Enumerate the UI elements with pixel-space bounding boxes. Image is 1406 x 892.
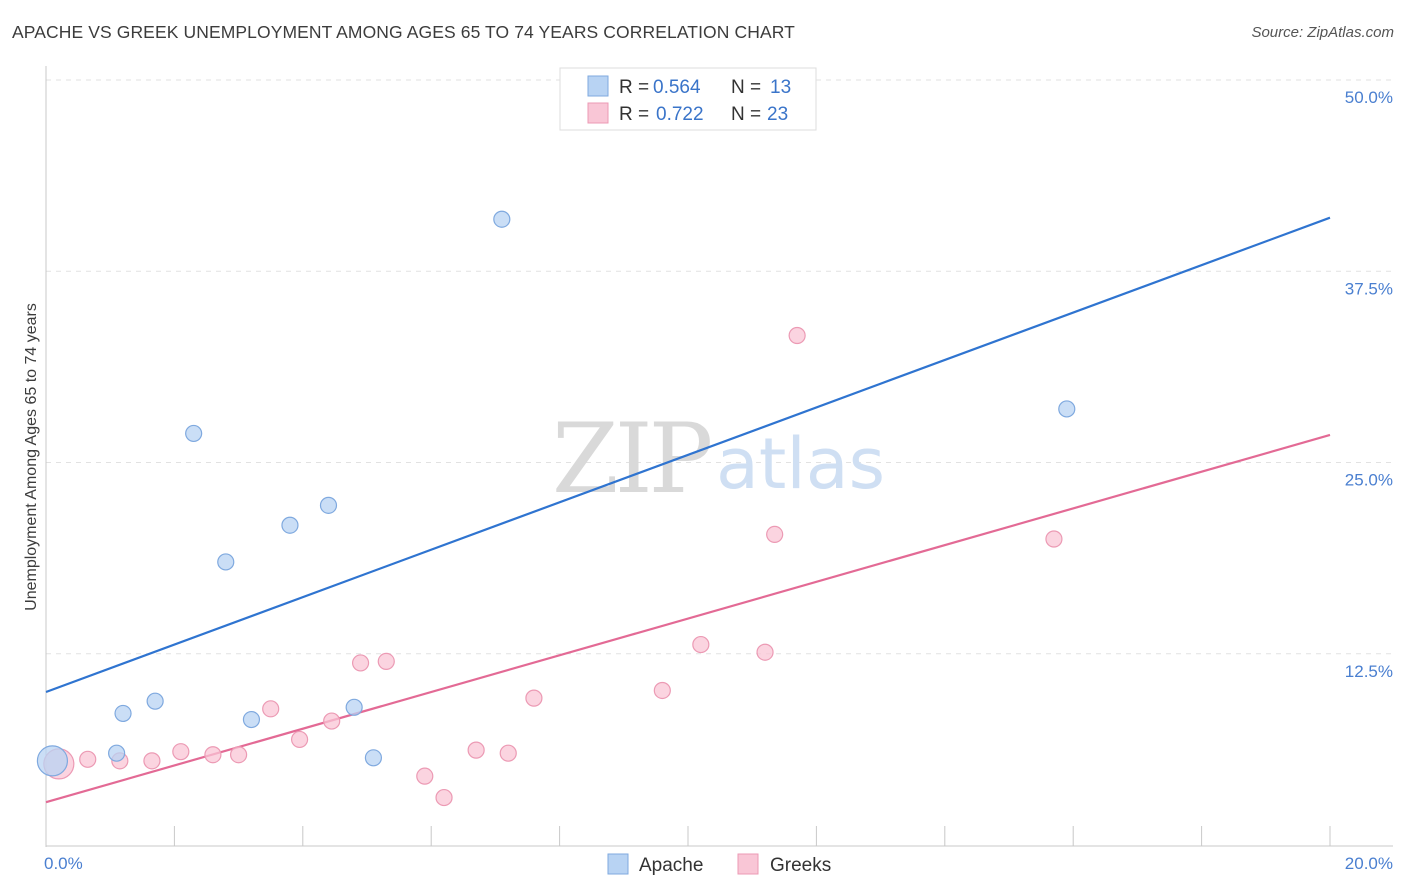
y-tick-label-2: 37.5% — [1345, 279, 1393, 298]
trend-lines — [45, 216, 1331, 804]
point-greeks-9 — [323, 712, 341, 730]
point-greeks-11 — [377, 652, 395, 671]
point-apache-1 — [108, 744, 126, 762]
point-greeks-5 — [204, 746, 222, 764]
y-axis-label: Unemployment Among Ages 65 to 74 years — [23, 303, 40, 611]
bottom-legend-greeks: Greeks — [770, 855, 831, 876]
point-greeks-16 — [525, 689, 543, 707]
bottom-legend-swatch-apache — [607, 853, 629, 875]
point-greeks-22 — [1045, 530, 1063, 548]
point-greeks-6 — [230, 746, 248, 764]
legend-r-label-apache: R = — [619, 77, 649, 98]
source-label: Source: ZipAtlas.com — [1251, 24, 1394, 41]
legend-n-label-apache: N = — [731, 77, 761, 98]
y-tick-label-0: 12.5% — [1345, 662, 1393, 681]
x-tick-labels: 0.0% 20.0% — [44, 854, 1393, 873]
point-greeks-8 — [290, 730, 309, 749]
y-tick-label-3: 50.0% — [1345, 88, 1393, 107]
trend-line-apache — [45, 216, 1331, 694]
point-apache-2 — [114, 704, 132, 723]
legend: R = 0.564 N = 13 R = 0.722 N = 23 — [559, 67, 817, 131]
legend-r-value-apache: 0.564 — [653, 77, 701, 98]
watermark-zip: ZIP — [552, 403, 711, 515]
axes — [45, 66, 1393, 847]
point-apache-9 — [345, 698, 363, 716]
point-apache-4 — [185, 424, 203, 443]
watermark-atlas: atlas — [716, 423, 885, 505]
point-apache-0 — [36, 745, 69, 777]
point-apache-10 — [364, 749, 383, 767]
legend-n-value-greeks: 23 — [767, 104, 788, 125]
watermark: ZIP atlas — [552, 403, 885, 515]
legend-swatch-greeks — [587, 102, 609, 124]
point-greeks-4 — [172, 743, 190, 761]
legend-r-value-greeks: 0.722 — [656, 104, 704, 125]
point-apache-7 — [281, 516, 299, 534]
point-apache-6 — [242, 710, 261, 729]
y-tick-labels: 12.5% 25.0% 37.5% 50.0% — [1345, 88, 1393, 681]
point-greeks-21 — [788, 326, 806, 345]
point-apache-8 — [319, 496, 338, 514]
point-greeks-14 — [467, 741, 485, 759]
legend-n-label-greeks: N = — [731, 104, 761, 125]
point-greeks-19 — [756, 643, 774, 661]
bottom-legend-apache: Apache — [639, 855, 703, 876]
point-greeks-15 — [499, 744, 517, 762]
point-greeks-13 — [435, 788, 453, 807]
point-greeks-3 — [143, 752, 161, 770]
chart-title: APACHE VS GREEK UNEMPLOYMENT AMONG AGES … — [12, 22, 795, 42]
point-greeks-20 — [766, 525, 784, 544]
bottom-legend: Apache Greeks — [607, 853, 831, 876]
point-greeks-18 — [692, 635, 710, 654]
legend-swatch-apache — [587, 75, 609, 97]
bottom-legend-swatch-greeks — [737, 853, 759, 875]
point-apache-11 — [493, 210, 511, 228]
grid-lines — [46, 79, 1393, 655]
legend-r-label-greeks: R = — [619, 104, 649, 125]
point-apache-5 — [217, 553, 235, 571]
point-greeks-12 — [416, 767, 434, 785]
x-tick-min: 0.0% — [44, 854, 83, 873]
legend-n-value-apache: 13 — [770, 77, 791, 98]
trend-line-greeks — [45, 433, 1331, 804]
point-greeks-1 — [79, 750, 97, 768]
point-apache-12 — [1058, 400, 1076, 418]
point-greeks-7 — [262, 700, 280, 718]
x-tick-max: 20.0% — [1345, 854, 1393, 873]
data-points — [36, 210, 1076, 807]
point-greeks-10 — [351, 654, 370, 672]
y-tick-label-1: 25.0% — [1345, 471, 1393, 490]
point-apache-3 — [146, 692, 164, 710]
point-greeks-17 — [653, 681, 671, 700]
